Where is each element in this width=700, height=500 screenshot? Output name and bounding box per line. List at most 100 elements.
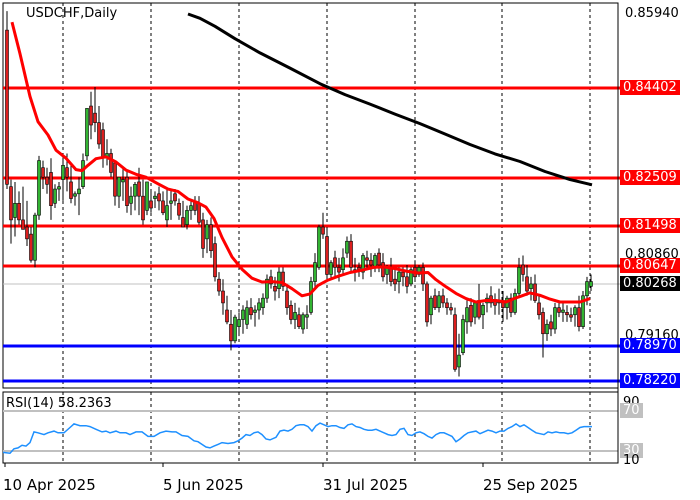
candle (117, 176, 121, 197)
candle (137, 181, 141, 197)
candle (561, 309, 565, 313)
candle (261, 297, 265, 308)
candle (201, 219, 205, 249)
candle (377, 252, 381, 266)
candle (165, 205, 169, 221)
candle (409, 269, 413, 285)
candle (277, 271, 281, 289)
candle (565, 312, 569, 316)
candle (317, 226, 321, 268)
level-price-label: 0.82509 (620, 170, 680, 185)
candle (37, 160, 41, 216)
candle (265, 278, 269, 299)
rsi-axis-label: 30 (620, 443, 643, 458)
candle (121, 179, 125, 183)
candle (333, 257, 337, 268)
candle (17, 202, 21, 221)
level-price-label: 0.80647 (620, 258, 680, 273)
level-price-label: 0.80268 (620, 276, 680, 291)
rsi-title: RSI(14) 58.2363 (6, 396, 112, 411)
candle (77, 188, 81, 195)
candle (421, 267, 425, 285)
candle (69, 181, 73, 199)
candle (273, 286, 277, 292)
candle (225, 309, 229, 323)
candle (129, 195, 133, 204)
candle (569, 314, 573, 318)
candle (481, 304, 485, 316)
candle (517, 267, 521, 294)
candle (61, 165, 65, 180)
candle (425, 283, 429, 323)
candle (133, 184, 137, 197)
candle (289, 304, 293, 320)
candle (149, 200, 153, 209)
candle (373, 255, 377, 268)
candle (533, 283, 537, 301)
candle (537, 302, 541, 316)
candle (241, 309, 245, 320)
candle (313, 262, 317, 282)
candle (49, 172, 53, 206)
candle (253, 309, 257, 313)
candle (461, 319, 465, 354)
candle (185, 210, 189, 225)
candle (229, 323, 233, 342)
candle (89, 105, 93, 126)
time-axis-label: 10 Apr 2025 (3, 476, 96, 494)
candle (457, 354, 461, 368)
candle (549, 321, 553, 330)
candle (173, 193, 177, 202)
candle (73, 193, 77, 197)
candle (157, 193, 161, 202)
candle (361, 255, 365, 273)
candle (441, 295, 445, 304)
rsi-axis-label: 10 (623, 453, 640, 468)
candle (325, 236, 329, 275)
candle (433, 295, 437, 308)
candle (85, 108, 89, 157)
candle (393, 278, 397, 285)
candle (45, 176, 49, 185)
candle (153, 195, 157, 199)
candle (305, 314, 309, 318)
fast-ma-line (10, 21, 591, 304)
candle (577, 307, 581, 327)
candle (553, 307, 557, 330)
candle (109, 153, 113, 173)
candle (245, 307, 249, 325)
candle (529, 283, 533, 289)
candle (309, 281, 313, 313)
candle (585, 281, 589, 297)
candle (285, 290, 289, 308)
candle (141, 195, 145, 221)
candle (217, 278, 221, 292)
rsi-axis-label: 70 (620, 403, 643, 418)
candle (297, 314, 301, 327)
candle (113, 162, 117, 197)
candle (365, 257, 369, 261)
candle (9, 186, 13, 221)
candle (573, 307, 577, 316)
candle (33, 214, 37, 261)
candle (57, 186, 61, 190)
candle (345, 240, 349, 254)
candle (401, 271, 405, 278)
candle (189, 205, 193, 211)
level-price-label: 0.81498 (620, 218, 680, 233)
candle (197, 202, 201, 223)
candle (545, 323, 549, 335)
candle (169, 200, 173, 204)
candle (281, 271, 285, 287)
candle (53, 188, 57, 204)
candle (469, 304, 473, 323)
candle (437, 295, 441, 308)
candle (445, 302, 449, 308)
candle (65, 167, 69, 178)
candle (81, 160, 85, 187)
candle (13, 202, 17, 218)
candle (221, 290, 225, 304)
candle (257, 302, 261, 311)
candle (301, 314, 305, 330)
